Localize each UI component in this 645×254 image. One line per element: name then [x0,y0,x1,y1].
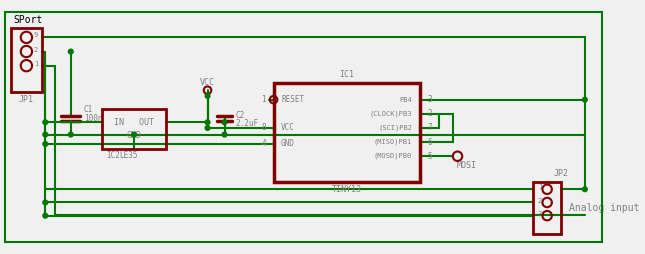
Circle shape [205,125,210,130]
Text: GND: GND [281,139,295,149]
Text: JP1: JP1 [19,95,34,104]
Text: MOSI: MOSI [457,161,477,170]
Bar [273,83,420,182]
Text: LE35: LE35 [119,151,137,160]
Text: IC2: IC2 [106,151,121,160]
Text: C1: C1 [84,105,94,114]
Text: 9: 9 [34,33,38,39]
Text: 1: 1 [34,61,38,67]
Text: IC1: IC1 [339,70,354,79]
Text: VCC: VCC [281,123,295,132]
Text: TINY13: TINY13 [332,185,362,194]
Text: 7: 7 [428,123,432,132]
Text: (MISO)PB1: (MISO)PB1 [374,139,412,145]
Text: VCC: VCC [200,78,215,87]
Circle shape [68,49,73,54]
Circle shape [68,132,73,137]
Text: 1: 1 [538,184,542,190]
Text: IN   OUT: IN OUT [114,118,154,127]
Bar [102,109,166,149]
Bar [12,28,41,92]
Text: (MOSD)PB0: (MOSD)PB0 [374,153,412,160]
Text: JP2: JP2 [554,169,569,178]
Text: 6: 6 [428,138,432,147]
Text: 2: 2 [428,109,432,118]
Circle shape [43,200,48,205]
Bar [533,182,561,234]
Circle shape [582,97,587,102]
Text: 3: 3 [428,95,432,104]
Text: 100n: 100n [84,114,103,123]
Text: 8: 8 [261,123,266,132]
Circle shape [43,132,48,137]
Circle shape [205,120,210,125]
Text: 4: 4 [261,139,266,149]
Text: 2.2uF: 2.2uF [236,119,259,128]
Circle shape [582,187,587,192]
Text: (CLOCK)PB3: (CLOCK)PB3 [370,110,412,117]
Text: 3: 3 [538,211,542,217]
Text: (SCI)PB2: (SCI)PB2 [378,125,412,131]
Circle shape [222,120,227,125]
Text: 2: 2 [538,198,542,203]
Text: C2: C2 [236,111,245,120]
Text: SPort: SPort [13,15,43,25]
Circle shape [43,120,48,125]
Circle shape [132,132,136,137]
Text: 1: 1 [261,95,266,104]
Text: 2: 2 [34,47,38,53]
Text: PB4: PB4 [399,97,412,103]
Text: GND: GND [126,131,141,140]
Circle shape [43,142,48,146]
Text: RESET: RESET [281,95,304,104]
Circle shape [205,93,210,98]
Text: Analog input: Analog input [569,203,639,213]
Circle shape [222,132,227,137]
Text: 5: 5 [428,152,432,161]
Circle shape [43,213,48,218]
